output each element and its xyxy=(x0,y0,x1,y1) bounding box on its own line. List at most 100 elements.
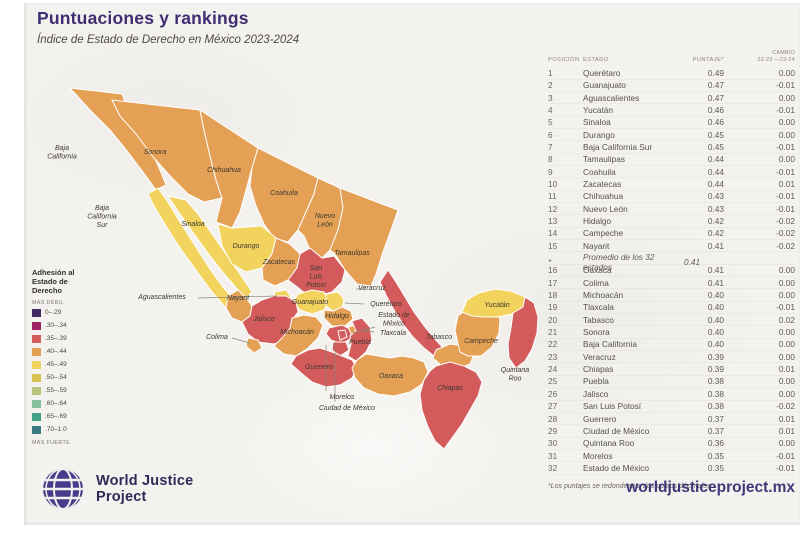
map-label-camp: Campeche xyxy=(464,338,498,345)
rank-position: 20 xyxy=(548,314,558,325)
map-state-tam xyxy=(329,187,399,287)
legend-swatch xyxy=(32,425,41,434)
table-row: 5 Sinaloa 0.46 0.00 xyxy=(548,117,795,129)
map-state-slp xyxy=(287,247,346,297)
state-score: 0.39 xyxy=(707,351,724,362)
state-change: -0.02 xyxy=(776,216,795,227)
state-change: -0.01 xyxy=(776,203,795,214)
table-row: 4 Yucatán 0.46 -0.01 xyxy=(548,104,795,117)
state-name: Yucatán xyxy=(583,104,613,115)
legend-bin-label: .50–.54 xyxy=(45,374,67,381)
table-row: 18 Michoacán 0.40 0.00 xyxy=(548,289,795,302)
map-leader-line-qro xyxy=(344,302,365,305)
map-label-mich: Michoacán xyxy=(280,329,314,336)
state-change: 0.00 xyxy=(778,277,795,288)
state-score: 0.39 xyxy=(707,364,724,375)
state-score: 0.44 xyxy=(707,154,724,165)
state-name: Veracruz xyxy=(583,351,616,362)
paper-background xyxy=(24,3,800,525)
state-name: Campeche xyxy=(583,228,624,239)
state-change: 0.00 xyxy=(778,154,795,165)
ranking-table-header: POSICIÓN ESTADO PUNTAJE* CAMBIO 22-23 —2… xyxy=(548,50,795,67)
table-row: 27 San Luis Potosí 0.38 -0.02 xyxy=(548,401,795,413)
rank-position: 11 xyxy=(548,191,557,202)
rank-position: 16 xyxy=(548,265,558,276)
map-label-jal: Jalisco xyxy=(252,316,275,323)
rank-position: 24 xyxy=(548,364,558,375)
state-score: 0.42 xyxy=(707,216,724,227)
rank-position: 32 xyxy=(548,462,558,473)
state-name: Baja California Sur xyxy=(583,141,653,152)
map-label-bc: Baja California xyxy=(47,145,77,161)
table-row: 22 Baja California 0.40 0.00 xyxy=(548,339,795,352)
rank-position: 10 xyxy=(548,178,558,189)
table-row: 24 Chiapas 0.39 0.01 xyxy=(548,363,795,376)
map-label-col: Colima xyxy=(206,334,228,341)
rank-position: 6 xyxy=(548,129,553,140)
rank-position: 27 xyxy=(548,401,558,412)
legend-title: Adhesión al Estado de Derecho xyxy=(32,268,75,295)
map-label-tam: Tamaulipas xyxy=(334,250,370,257)
map-label-zac: Zacatecas xyxy=(262,259,296,266)
map-label-coah: Coahuila xyxy=(270,190,298,197)
table-row: 20 Tabasco 0.40 0.02 xyxy=(548,314,795,327)
table-row: 17 Colima 0.41 0.00 xyxy=(548,277,795,290)
map-label-gro: Guerrero xyxy=(305,364,333,371)
state-change: 0.01 xyxy=(778,413,795,424)
state-name: Michoacán xyxy=(583,290,624,301)
state-score: 0.40 xyxy=(707,327,724,338)
state-change: 0.00 xyxy=(778,376,795,387)
table-row: 11 Chihuahua 0.43 -0.01 xyxy=(548,191,795,203)
table-row: 12 Nuevo León 0.43 -0.01 xyxy=(548,203,795,216)
legend-bin-label: .35–.39 xyxy=(45,335,67,342)
legend-bin: .55–.59 xyxy=(32,384,102,397)
state-score: 0.36 xyxy=(707,438,724,449)
wjp-logo: World Justice Project xyxy=(40,466,193,512)
legend-swatch xyxy=(32,373,41,382)
state-name: Puebla xyxy=(583,376,609,387)
legend-bin: .70–1.0 xyxy=(32,423,102,436)
rank-position: 30 xyxy=(548,438,558,449)
map-label-hgo: Hidalgo xyxy=(325,313,349,320)
state-score: 0.43 xyxy=(707,191,724,202)
legend-bin: .60–.64 xyxy=(32,397,102,410)
table-row: 30 Quintana Roo 0.36 0.00 xyxy=(548,438,795,450)
state-name: Promedio de los 32 estados xyxy=(583,252,655,273)
state-score: 0.35 xyxy=(707,450,724,461)
table-row: 14 Campeche 0.42 -0.02 xyxy=(548,228,795,241)
map-label-qroo: Quintana Roo xyxy=(501,367,530,383)
state-name: Ciudad de México xyxy=(583,425,650,436)
state-change: 0.00 xyxy=(778,351,795,362)
rank-position: 18 xyxy=(548,290,558,301)
state-name: San Luis Potosí xyxy=(583,401,642,412)
legend-swatch xyxy=(32,386,41,395)
table-row: 10 Zacatecas 0.44 0.01 xyxy=(548,178,795,191)
legend-swatch xyxy=(32,308,41,317)
table-footnote: *Los puntajes se redondean a dos puntos … xyxy=(548,482,713,490)
rank-position: 13 xyxy=(548,216,558,227)
rank-position: 9 xyxy=(548,166,553,177)
state-name: Colima xyxy=(583,277,609,288)
col-estado: ESTADO xyxy=(583,57,609,64)
state-change: 0.00 xyxy=(778,339,795,350)
state-name: Tlaxcala xyxy=(583,302,614,313)
map-leader-line-tlax xyxy=(360,329,375,333)
map-label-ver: Veracruz xyxy=(358,285,386,292)
state-name: Guerrero xyxy=(583,413,617,424)
rank-position: 5 xyxy=(548,117,553,128)
website-link[interactable]: worldjusticeproject.mx xyxy=(626,479,795,496)
state-change: -0.02 xyxy=(776,228,795,239)
legend-bin-label: .70–1.0 xyxy=(45,426,67,433)
map-label-tab: Tabasco xyxy=(426,334,452,341)
state-name: Nayarit xyxy=(583,240,610,251)
table-row-average: * Promedio de los 32 estados 0.41 xyxy=(548,252,795,272)
state-score: 0.41 xyxy=(707,277,724,288)
table-row: 13 Hidalgo 0.42 -0.02 xyxy=(548,215,795,228)
state-change: 0.00 xyxy=(778,388,795,399)
map-label-mor: Morelos xyxy=(330,394,355,401)
state-change: 0.00 xyxy=(778,67,795,78)
state-change: -0.01 xyxy=(776,80,795,91)
rank-position: 4 xyxy=(548,104,553,115)
map-label-pue: Puebla xyxy=(349,339,371,346)
